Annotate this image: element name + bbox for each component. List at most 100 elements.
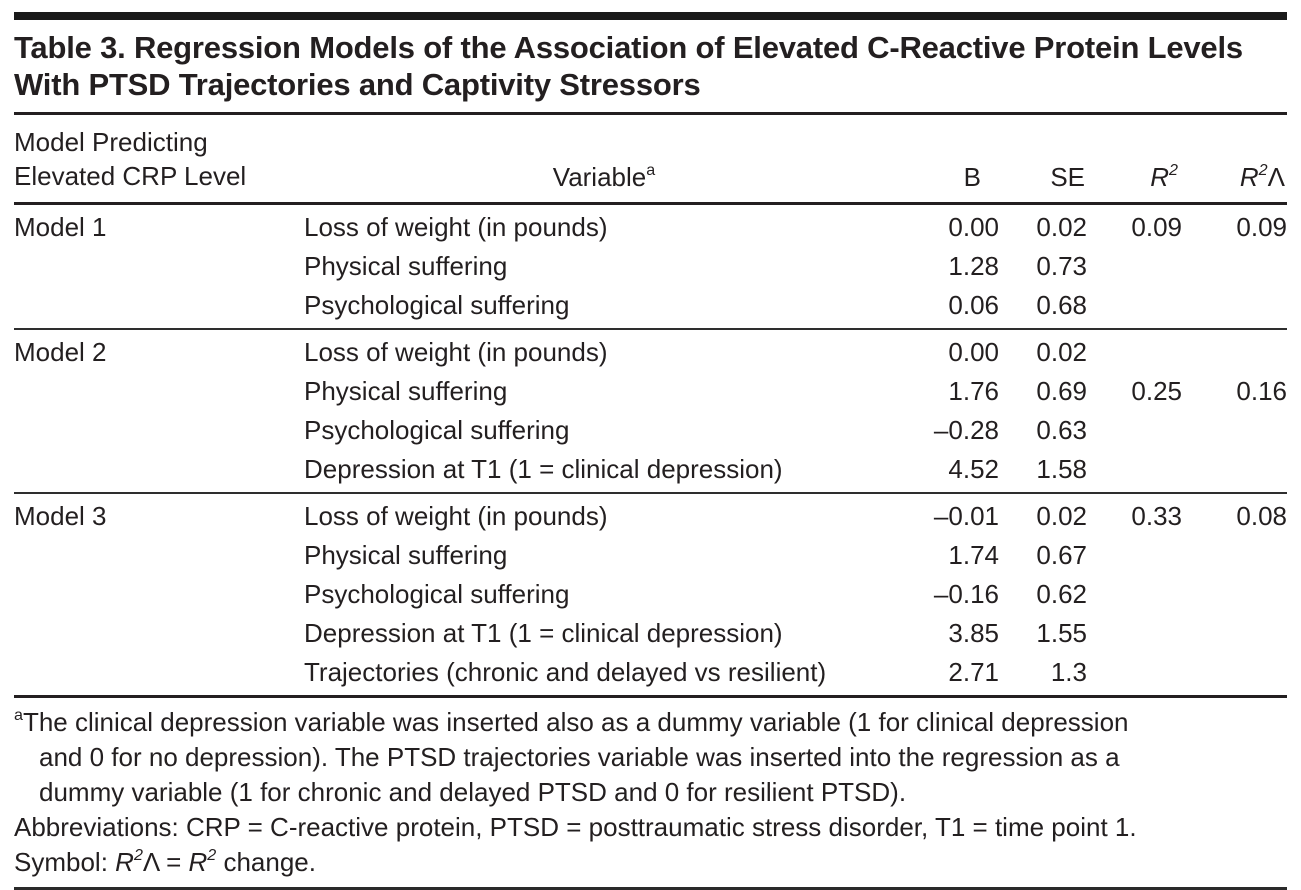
table-row: Trajectories (chronic and delayed vs res… [14,653,1287,697]
variable-cell: Physical suffering [304,251,508,281]
b-value: –0.16 [933,579,999,609]
r2-change-value: 0.08 [1182,492,1287,536]
se-value: 1.3 [1050,657,1087,687]
r2-value: 0.25 [1131,376,1182,406]
column-header-se: SE [999,115,1087,205]
se-value: 0.73 [1036,251,1087,281]
footnote-a-line2: and 0 for no depression). The PTSD traje… [39,742,1120,772]
r2-change-value [1182,450,1287,493]
r2-value [1087,614,1182,653]
se-value: 0.67 [1036,540,1087,570]
lambda-symbol: Λ [142,847,159,877]
variable-cell: Depression at T1 (1 = clinical depressio… [304,618,783,648]
r2-change-value: 0.09 [1236,212,1287,242]
regression-table: Model Predicting Elevated CRP Level Vari… [14,115,1287,698]
b-value: 0.06 [948,290,999,320]
variable-cell: Trajectories (chronic and delayed vs res… [304,657,827,687]
b-value: –0.28 [933,415,999,445]
se-value: 1.58 [1036,454,1087,484]
r2-change-value: 0.16 [1236,376,1287,406]
table-row: Psychological suffering –0.16 0.62 [14,575,1287,614]
variable-cell: Physical suffering [304,376,508,406]
b-value: 2.71 [948,657,999,687]
se-value: 0.63 [1036,415,1087,445]
r2-value [1087,450,1182,493]
footnote-a-marker: a [14,705,23,724]
model-3-section: Model 3 Loss of weight (in pounds) –0.01… [14,492,1287,697]
r2-change-value [1182,286,1287,329]
se-value: 0.02 [1036,212,1087,242]
variable-cell: Physical suffering [304,540,508,570]
r2-value [1087,328,1182,372]
table-row: Depression at T1 (1 = clinical depressio… [14,614,1287,653]
footnote-a-line1: aThe clinical depression variable was in… [14,705,1129,737]
top-rule [14,12,1287,20]
r2-value [1087,536,1182,575]
footnote-symbol: Symbol: R2Λ = R2 change. [14,845,316,877]
r2-change-value [1182,614,1287,653]
b-value: 0.00 [948,212,999,242]
r2-change-value [1182,653,1287,697]
table-row: Psychological suffering –0.28 0.63 [14,411,1287,450]
column-header-r-squared-change: R2Λ [1182,115,1287,205]
table-row: Physical suffering 1.76 0.69 0.25 0.16 [14,372,1287,411]
column-header-model-line1: Model Predicting [14,127,208,157]
variable-cell: Psychological suffering [304,579,570,609]
r2-value [1087,286,1182,329]
page-root: Table 3. Regression Models of the Associ… [0,12,1301,890]
variable-cell: Loss of weight (in pounds) [304,212,608,242]
variable-cell: Depression at T1 (1 = clinical depressio… [304,454,783,484]
se-value: 0.68 [1036,290,1087,320]
variable-footnote-marker: a [646,160,656,179]
table-row: Depression at T1 (1 = clinical depressio… [14,450,1287,493]
r2-value [1087,653,1182,697]
variable-cell: Loss of weight (in pounds) [304,328,904,372]
model-name: Model 3 [14,492,304,536]
r2-value [1087,411,1182,450]
r2-change-value [1182,536,1287,575]
se-value: 0.02 [999,492,1087,536]
column-header-b: B [904,115,999,205]
se-value: 0.02 [999,328,1087,372]
r2-value: 0.33 [1087,492,1182,536]
r2-change-value [1182,247,1287,286]
table-row: Model 3 Loss of weight (in pounds) –0.01… [14,492,1287,536]
se-value: 0.62 [1036,579,1087,609]
table-row: Psychological suffering 0.06 0.68 [14,286,1287,329]
b-value: 1.76 [948,376,999,406]
r2-value: 0.09 [1131,212,1182,242]
variable-cell: Psychological suffering [304,290,570,320]
footnote-a-line3: dummy variable (1 for chronic and delaye… [39,777,907,807]
b-value: 1.74 [948,540,999,570]
column-header-model-line2: Elevated CRP Level [14,161,247,191]
model-name: Model 1 [14,212,107,242]
r2-value [1087,247,1182,286]
b-value: 4.52 [948,454,999,484]
column-header-r-squared: R2 [1087,115,1182,205]
r2-value [1087,575,1182,614]
model-name: Model 2 [14,328,304,372]
r2-change-value [1182,575,1287,614]
table-row: Model 2 Loss of weight (in pounds) 0.00 … [14,328,1287,372]
b-value: 1.28 [948,251,999,281]
se-value: 1.55 [1036,618,1087,648]
se-value: 0.69 [1036,376,1087,406]
table-row: Physical suffering 1.74 0.67 [14,536,1287,575]
table-footnotes: aThe clinical depression variable was in… [14,705,1287,890]
table-row: Model 1 Loss of weight (in pounds) 0.00 … [14,204,1287,248]
lambda-symbol: Λ [1267,162,1285,192]
b-value: 3.85 [948,618,999,648]
b-value: –0.01 [904,492,999,536]
model-1-section: Model 1 Loss of weight (in pounds) 0.00 … [14,204,1287,330]
column-header-model: Model Predicting Elevated CRP Level [14,115,304,205]
table-row: Physical suffering 1.28 0.73 [14,247,1287,286]
r2-change-value [1182,411,1287,450]
footnote-abbreviations: Abbreviations: CRP = C-reactive protein,… [14,812,1137,842]
column-header-variable: Variablea [304,115,904,205]
model-2-section: Model 2 Loss of weight (in pounds) 0.00 … [14,328,1287,493]
b-value: 0.00 [904,328,999,372]
table-title: Table 3. Regression Models of the Associ… [14,29,1287,115]
variable-cell: Psychological suffering [304,415,570,445]
r2-change-value [1182,328,1287,372]
variable-cell: Loss of weight (in pounds) [304,492,904,536]
